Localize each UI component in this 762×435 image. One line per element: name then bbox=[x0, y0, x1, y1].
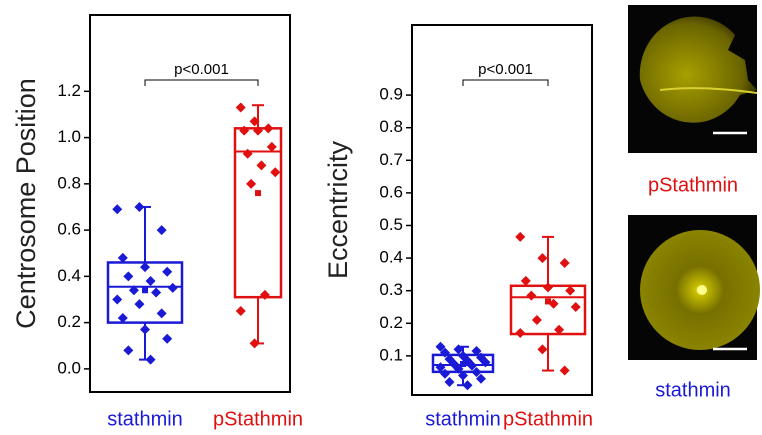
x-tick-label: stathmin bbox=[107, 408, 183, 430]
image-label: pStathmin bbox=[648, 174, 738, 196]
data-point bbox=[256, 160, 266, 170]
annotation: p<0.001 bbox=[174, 61, 229, 78]
image-top bbox=[628, 5, 757, 153]
data-point bbox=[537, 344, 547, 354]
data-point bbox=[162, 334, 172, 344]
y-tick-label: 0.9 bbox=[379, 85, 403, 104]
y-tick-label: 0.3 bbox=[379, 280, 403, 299]
data-point bbox=[543, 282, 553, 292]
y-tick-label: 0.2 bbox=[379, 313, 403, 332]
data-point bbox=[267, 142, 277, 152]
y-tick-label: 0.2 bbox=[57, 312, 81, 331]
y-tick-label: 1.0 bbox=[57, 127, 81, 146]
y-tick-label: 0.4 bbox=[57, 266, 81, 285]
data-point bbox=[270, 167, 280, 177]
data-point bbox=[521, 276, 531, 286]
page: pStathmin stathmin 0.0 0.2 0.4 0.6 0.8 1.0 1.2… bbox=[0, 0, 762, 435]
data-point bbox=[157, 225, 167, 235]
data-point bbox=[140, 325, 150, 335]
mean-marker bbox=[255, 190, 261, 196]
data-point bbox=[537, 253, 547, 263]
data-point bbox=[134, 299, 144, 309]
y-axis-label: Eccentricity bbox=[323, 140, 353, 279]
data-point bbox=[246, 179, 256, 189]
y-tick-label: 0.0 bbox=[57, 358, 81, 377]
y-tick-label: 0.8 bbox=[379, 117, 403, 136]
y-tick-label: 0.6 bbox=[57, 220, 81, 239]
significance-bracket bbox=[463, 80, 548, 86]
x-tick-label: pStathmin bbox=[503, 408, 593, 430]
y-tick-label: 0.8 bbox=[57, 173, 81, 192]
data-point bbox=[515, 328, 525, 338]
data-point bbox=[151, 288, 161, 298]
data-point bbox=[571, 302, 581, 312]
data-point bbox=[112, 294, 122, 304]
data-point bbox=[134, 202, 144, 212]
y-tick-label: 0.1 bbox=[379, 345, 403, 364]
x-tick-label: pStathmin bbox=[213, 408, 303, 430]
y-tick-label: 0.4 bbox=[379, 248, 403, 267]
data-point bbox=[243, 149, 253, 159]
y-axis-label: Centrosome Position bbox=[11, 78, 41, 329]
data-point bbox=[236, 103, 246, 113]
y-tick-label: 0.7 bbox=[379, 150, 403, 169]
x-tick-label: stathmin bbox=[425, 408, 501, 430]
mean-marker bbox=[142, 287, 148, 293]
data-point bbox=[565, 286, 575, 296]
image-bottom bbox=[628, 215, 760, 360]
data-point bbox=[526, 291, 536, 301]
data-point bbox=[146, 276, 156, 286]
box bbox=[235, 128, 281, 297]
y-tick-label: 1.2 bbox=[57, 81, 81, 100]
data-point bbox=[123, 345, 133, 355]
annotation: p<0.001 bbox=[478, 61, 533, 78]
data-point bbox=[146, 355, 156, 365]
data-point bbox=[236, 306, 246, 316]
y-tick-label: 0.5 bbox=[379, 215, 403, 234]
y-tick-label: 0.6 bbox=[379, 182, 403, 201]
data-point bbox=[532, 315, 542, 325]
data-point bbox=[168, 283, 178, 293]
significance-bracket bbox=[145, 80, 258, 86]
data-point bbox=[123, 271, 133, 281]
data-point bbox=[515, 232, 525, 242]
data-point bbox=[560, 366, 570, 376]
data-point bbox=[157, 308, 167, 318]
figure: pStathmin stathmin 0.0 0.2 0.4 0.6 0.8 1.0 1.2… bbox=[0, 0, 762, 435]
data-point bbox=[112, 204, 122, 214]
data-point bbox=[162, 267, 172, 277]
data-point bbox=[445, 377, 455, 387]
image-label: stathmin bbox=[655, 379, 731, 401]
centrosome bbox=[697, 285, 707, 295]
data-point bbox=[560, 258, 570, 268]
data-point bbox=[263, 123, 273, 133]
